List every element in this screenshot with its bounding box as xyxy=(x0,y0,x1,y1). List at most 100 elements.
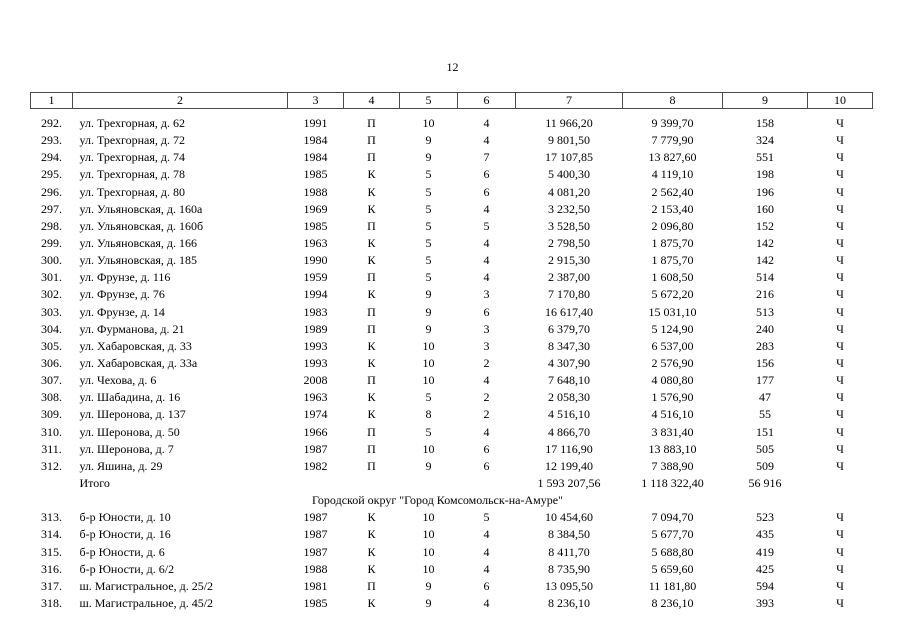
table-cell: 4 xyxy=(483,116,490,131)
table-cell: 305. xyxy=(41,338,62,353)
table-cell: 4 080,80 xyxy=(651,373,694,388)
table-cell: 1988 xyxy=(303,561,328,576)
table-row: 306. ул. Хабаровская, д. 33а 1993 К 10 2 4 307… xyxy=(31,355,873,372)
table-row: 316. б-р Юности, д. 6/2 1988 К 10 4 8 735,90 5 … xyxy=(31,561,873,578)
table-cell: К xyxy=(367,561,376,576)
table-cell: К xyxy=(367,287,376,302)
table-cell: 297. xyxy=(41,201,62,216)
table-cell: Ч xyxy=(836,373,844,388)
table-cell: ул. Хабаровская, д. 33а xyxy=(79,356,198,371)
table-cell: 10 xyxy=(422,116,435,131)
table-cell: 1990 xyxy=(303,253,328,268)
table-cell: 10 xyxy=(422,510,435,525)
table-cell: 509 xyxy=(756,458,774,473)
table-cell: 152 xyxy=(756,218,774,233)
table-cell: 9 xyxy=(425,133,432,148)
table-cell: ул. Трехгорная, д. 62 xyxy=(79,116,186,131)
table-cell: 4 xyxy=(483,561,490,576)
table-cell: 160 xyxy=(756,201,774,216)
table-cell: 4 xyxy=(483,236,490,251)
table-cell: Ч xyxy=(836,441,844,456)
table-cell: 514 xyxy=(756,270,774,285)
table-cell: К xyxy=(367,253,376,268)
table-cell: 5 677,70 xyxy=(651,527,694,542)
table-cell: 318. xyxy=(41,596,62,610)
table-cell: 3 xyxy=(483,321,490,336)
table-cell: 7 xyxy=(483,150,490,165)
table-row: 300. ул. Ульяновская, д. 185 1990 К 5 4 2 915,… xyxy=(31,252,873,269)
table-cell: 9 xyxy=(425,578,432,593)
table-cell: Ч xyxy=(836,201,844,216)
table-cell: 1959 xyxy=(303,270,328,285)
table-cell: 1969 xyxy=(303,201,328,216)
table-cell: 3 xyxy=(483,287,490,302)
table-cell: 295. xyxy=(41,167,62,182)
table-cell: П xyxy=(367,218,376,233)
table-cell: 5 xyxy=(425,424,432,439)
table-cell: Ч xyxy=(836,458,844,473)
table-cell: 5 xyxy=(425,236,432,251)
table-cell: 9 xyxy=(425,458,432,473)
table-cell: 142 xyxy=(756,253,774,268)
table-cell: Ч xyxy=(836,150,844,165)
table-cell: Ч xyxy=(836,116,844,131)
table-cell: ш. Магистральное, д. 45/2 xyxy=(79,596,214,610)
table-cell: 10 454,60 xyxy=(545,510,593,525)
table-cell: ул. Ульяновская, д. 160а xyxy=(79,201,203,216)
table-cell: 6 xyxy=(483,167,490,182)
table-cell: 5 xyxy=(483,218,490,233)
table-cell: К xyxy=(367,527,376,542)
section-row: Городской округ "Город Комсомольск-на-Ам… xyxy=(31,492,873,509)
table-cell: 156 xyxy=(756,356,774,371)
table-cell: 312. xyxy=(41,458,62,473)
table-cell: Ч xyxy=(836,527,844,542)
table-cell: 10 xyxy=(422,338,435,353)
table-cell: 7 094,70 xyxy=(651,510,694,525)
table-cell: 4 xyxy=(483,253,490,268)
table-cell: 3 831,40 xyxy=(651,424,694,439)
table-row: 301. ул. Фрунзе, д. 116 1959 П 5 4 2 387,00 1 6… xyxy=(31,269,873,286)
table-cell: 2 xyxy=(483,407,490,422)
table-row: 313. б-р Юности, д. 10 1987 К 10 5 10 454,60 7 … xyxy=(31,509,873,526)
table-cell: 6 xyxy=(483,458,490,473)
table-cell: ул. Шеронова, д. 50 xyxy=(79,424,180,439)
table-cell: 311. xyxy=(41,441,62,456)
table-cell: 4 xyxy=(483,133,490,148)
table-cell: Ч xyxy=(836,596,844,610)
table-cell: 4 516,10 xyxy=(651,407,694,422)
table-cell: Ч xyxy=(836,133,844,148)
table-cell: 1987 xyxy=(303,441,328,456)
table-cell: ул. Трехгорная, д. 80 xyxy=(79,184,186,199)
table-cell: 1 875,70 xyxy=(651,236,694,251)
table-row: 292. ул. Трехгорная, д. 62 1991 П 10 4 11 966,… xyxy=(31,115,873,132)
table-row: 308. ул. Шабадина, д. 16 1963 К 5 2 2 058,30 1 … xyxy=(31,389,873,406)
table-row: 309. ул. Шеронова, д. 137 1974 К 8 2 4 516,10 4… xyxy=(31,406,873,423)
table-cell: К xyxy=(367,510,376,525)
table-row: 311. ул. Шеронова, д. 7 1987 П 10 6 17 116,90 1… xyxy=(31,441,873,458)
table-cell: б-р Юности, д. 10 xyxy=(79,510,171,525)
table-cell: 4 xyxy=(483,544,490,559)
column-header: 6 xyxy=(457,92,516,109)
table-cell: 4 xyxy=(483,270,490,285)
table-cell: 5 xyxy=(483,510,490,525)
table-cell xyxy=(31,475,73,492)
table-cell: ул. Хабаровская, д. 33 xyxy=(79,338,192,353)
table-cell: 5 688,80 xyxy=(651,544,694,559)
table-cell: Ч xyxy=(836,253,844,268)
table-cell: 17 107,85 xyxy=(545,150,593,165)
column-header: 1 xyxy=(30,92,73,109)
table-cell: б-р Юности, д. 6/2 xyxy=(79,561,175,576)
table-cell: 4 307,90 xyxy=(548,356,590,371)
table-cell: 8 236,10 xyxy=(548,596,590,610)
table-cell: 6 xyxy=(483,578,490,593)
table-cell: 523 xyxy=(756,510,774,525)
table-cell: Ч xyxy=(836,407,844,422)
buildings-table: 1 2 3 4 5 6 7 8 9 10 292. ул. Трехгорная,… xyxy=(30,92,873,612)
table-cell: К xyxy=(367,544,376,559)
column-header: 3 xyxy=(287,92,344,109)
table-cell: 2 798,50 xyxy=(548,236,590,251)
table-cell: 5 xyxy=(425,201,432,216)
table-cell: 2 387,00 xyxy=(548,270,590,285)
column-header: 8 xyxy=(622,92,723,109)
table-cell: 1966 xyxy=(303,424,328,439)
